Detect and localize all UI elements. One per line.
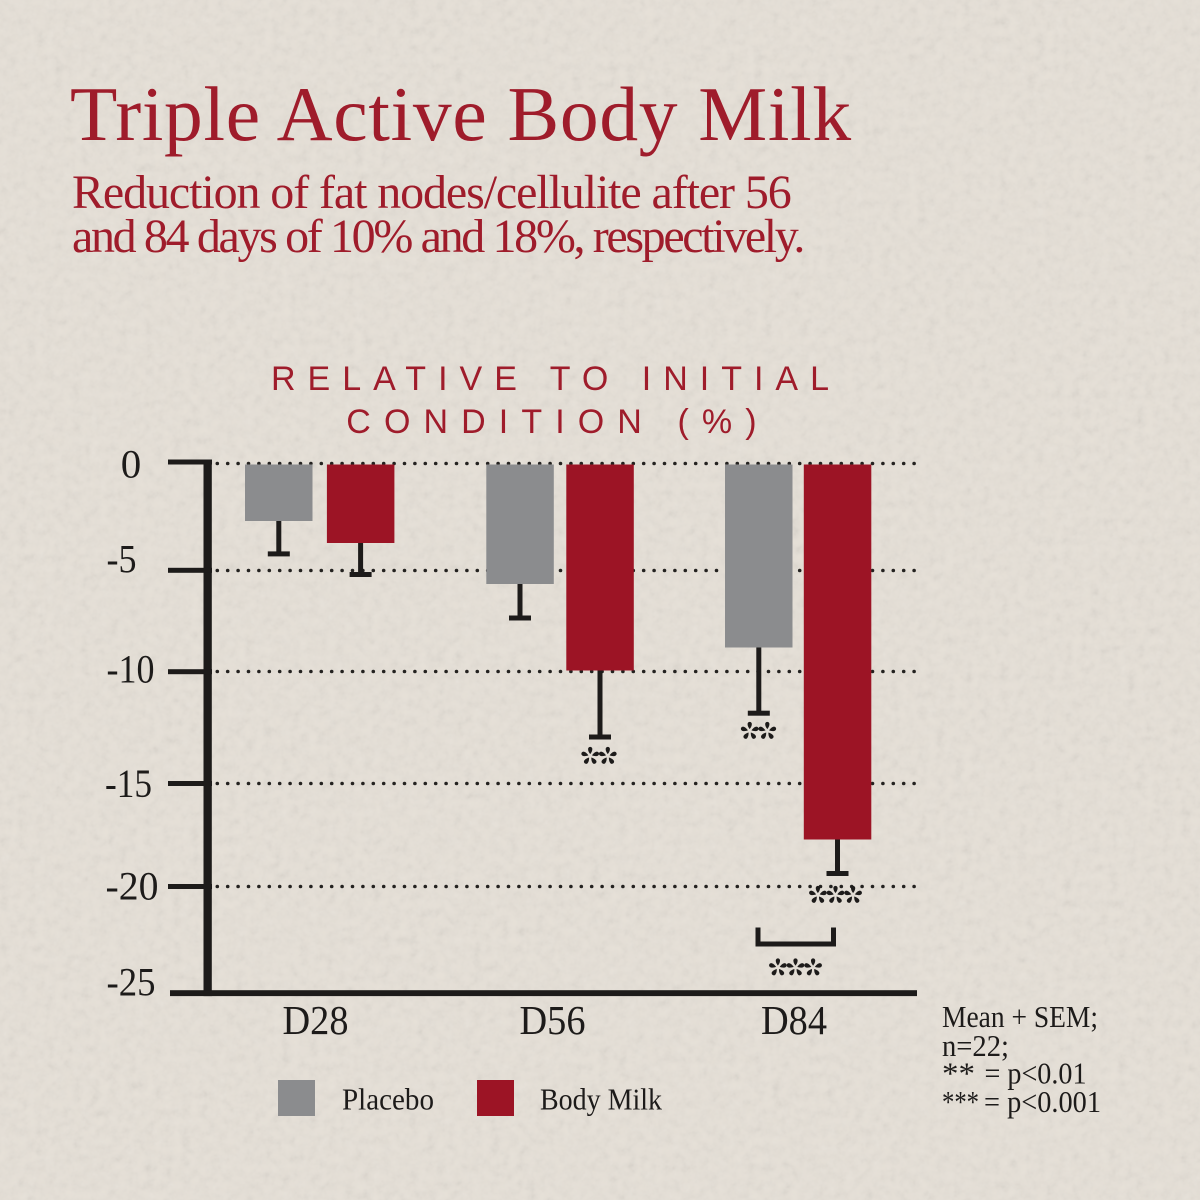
- svg-text:***: ***: [942, 1084, 979, 1119]
- svg-text:CONDITION (%): CONDITION (%): [346, 403, 769, 441]
- svg-text:RELATIVE TO INITIAL: RELATIVE TO INITIAL: [271, 360, 841, 398]
- svg-text:-20: -20: [106, 863, 159, 908]
- svg-text:-5: -5: [107, 537, 137, 582]
- svg-text:= p<0.01: = p<0.01: [985, 1056, 1087, 1091]
- svg-text:Body Milk: Body Milk: [540, 1082, 662, 1117]
- svg-text:Triple Active Body Milk: Triple Active Body Milk: [70, 71, 852, 157]
- svg-text:-25: -25: [107, 960, 156, 1005]
- svg-text:and 84 days of 10% and 18%, re: and 84 days of 10% and 18%, respectively…: [72, 210, 803, 263]
- svg-text:= p<0.001: = p<0.001: [984, 1084, 1101, 1119]
- svg-text:Mean + SEM;: Mean + SEM;: [942, 999, 1098, 1034]
- svg-text:-10: -10: [107, 647, 155, 692]
- svg-text:**: **: [942, 1056, 975, 1091]
- svg-text:Reduction of fat nodes/celluli: Reduction of fat nodes/cellulite after 5…: [72, 166, 791, 219]
- svg-text:D56: D56: [520, 997, 586, 1043]
- svg-text:-15: -15: [105, 761, 152, 806]
- svg-text:D84: D84: [761, 997, 827, 1043]
- svg-text:Placebo: Placebo: [342, 1082, 434, 1117]
- svg-text:D28: D28: [283, 997, 349, 1043]
- svg-text:n=22;: n=22;: [942, 1028, 1009, 1063]
- svg-text:0: 0: [121, 442, 142, 487]
